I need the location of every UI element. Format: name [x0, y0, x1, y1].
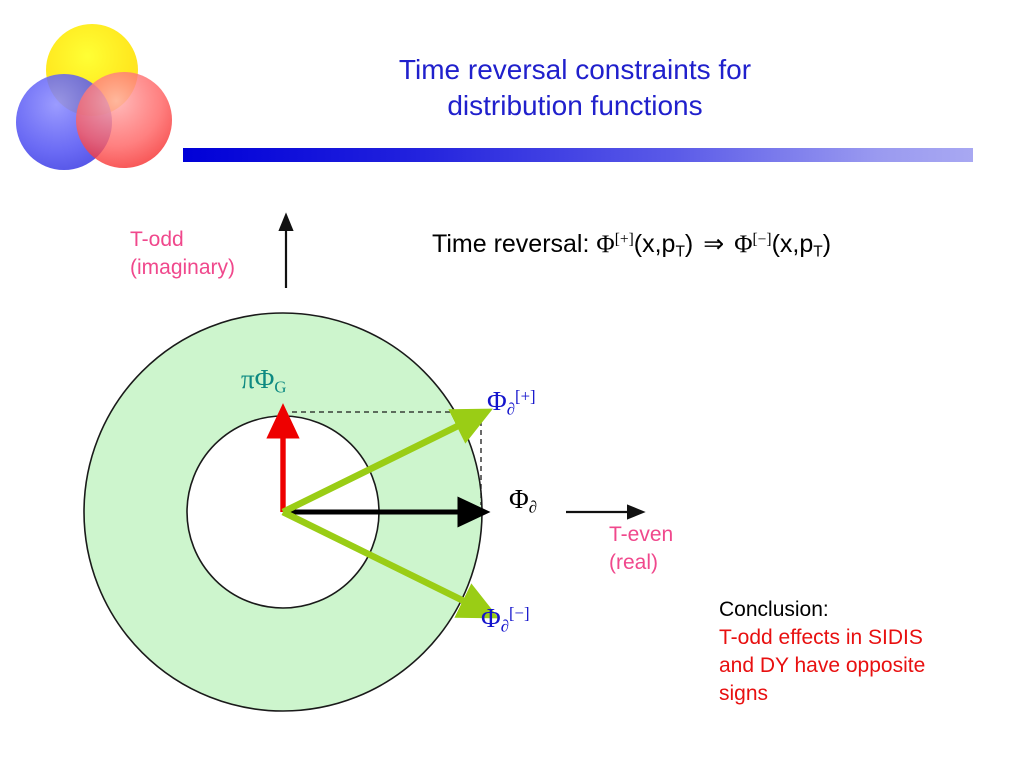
- equation-rhs-subscript: T: [813, 243, 823, 261]
- equation-lhs-subscript: T: [675, 243, 685, 261]
- time-reversal-equation: Time reversal: Φ[+](x,pT) ⇒ Φ[−](x,pT): [432, 229, 832, 261]
- pi-phi-g-subscript: G: [274, 377, 287, 397]
- phi-d-minus-label: Φ∂[−]: [481, 603, 530, 636]
- three-overlapping-circles-logo: [16, 24, 172, 170]
- phi-d-plus-superscript: [+]: [515, 386, 536, 406]
- conclusion-line-2: and DY have opposite: [719, 654, 926, 678]
- phi-d-subscript: ∂: [528, 497, 538, 517]
- t-odd-label-line-2: (imaginary): [130, 255, 236, 279]
- red-circle: [76, 72, 172, 168]
- phi-d-minus-superscript: [−]: [509, 603, 530, 623]
- equation-prefix: Time reversal: [432, 230, 583, 258]
- phi-d-minus-symbol: Φ: [481, 603, 501, 633]
- phi-d-minus-subscript: ∂: [500, 616, 510, 636]
- t-even-axis-label: T-even (real): [609, 521, 673, 576]
- phi-d-plus-symbol: Φ: [487, 386, 507, 416]
- t-odd-axis-label: T-odd (imaginary): [130, 226, 235, 281]
- title-divider-bar: [183, 148, 973, 162]
- pi-phi-g-label: πΦG: [241, 364, 287, 397]
- t-even-label-line-1: T-even: [609, 523, 674, 546]
- conclusion-line-3: signs: [719, 682, 769, 706]
- page-title-line-1: Time reversal constraints for: [398, 54, 752, 85]
- equation-rhs-superscript: [−]: [752, 230, 772, 248]
- conclusion-line-1: T-odd effects in SIDIS: [719, 626, 923, 650]
- phi-d-label: Φ∂: [509, 484, 538, 517]
- equation-rhs-arg-close: ): [822, 230, 832, 258]
- equation-lhs-superscript: [+]: [614, 230, 634, 248]
- phi-d-plus-vector: [281, 408, 493, 515]
- equation-lhs-phi: Φ: [596, 231, 615, 258]
- page-title-line-2: distribution functions: [447, 89, 703, 121]
- equation-colon: :: [582, 230, 597, 258]
- phi-d-minus-vector: [281, 509, 499, 619]
- equation-lhs-arg-close: ): [684, 230, 694, 258]
- phi-d-symbol: Φ: [509, 484, 529, 514]
- conclusion-heading: Conclusion:: [719, 598, 829, 621]
- t-odd-label-line-1: T-odd: [130, 228, 184, 251]
- equation-lhs-p: p: [661, 230, 676, 258]
- implies-arrow-icon: ⇒: [703, 231, 725, 258]
- phi-d-plus-label: Φ∂[+]: [487, 386, 536, 419]
- equation-lhs-arg-open: (x,: [633, 230, 662, 258]
- pi-phi-g-symbol: πΦ: [241, 364, 275, 394]
- page-title: Time reversal constraints for distributi…: [190, 52, 960, 124]
- conclusion-block: Conclusion: T-odd effects in SIDIS and D…: [719, 596, 1009, 709]
- phi-d-plus-subscript: ∂: [506, 399, 516, 419]
- t-even-label-line-2: (real): [609, 550, 659, 574]
- equation-rhs-p: p: [799, 230, 814, 258]
- equation-rhs-arg-open: (x,: [771, 230, 800, 258]
- equation-rhs-phi: Φ: [734, 231, 753, 258]
